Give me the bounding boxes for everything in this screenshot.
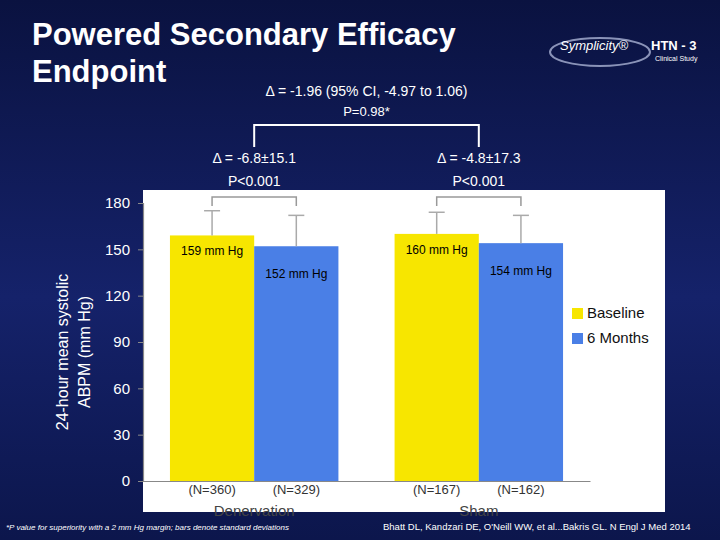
logo: Symplicity® HTN - 3 Clinical Study — [550, 38, 698, 66]
group-delta: Δ = -4.8±17.3 — [437, 150, 521, 166]
labels: 159 mm Hg (N=360) 160 mm Hg (N=167) 152 mm H… — [181, 243, 552, 497]
y-tick-mark — [138, 296, 143, 297]
y-axis: 0 30 60 90 120 150 180 — [105, 194, 144, 489]
n-label: (N=162) — [497, 482, 544, 497]
y-tick-label: 90 — [113, 333, 130, 350]
error-bar-cap — [513, 215, 529, 217]
footnote: *P value for superiority with a 2 mm Hg … — [6, 523, 289, 532]
overall-bracket — [254, 125, 479, 147]
bar — [395, 234, 479, 481]
group-p: P<0.001 — [453, 173, 506, 189]
error-bar-cap — [429, 212, 445, 214]
bar — [254, 246, 338, 481]
y-tick-mark — [138, 435, 143, 436]
error-bar-stem — [436, 212, 438, 234]
group-p: P<0.001 — [228, 173, 281, 189]
y-tick: 30 — [113, 426, 143, 443]
error-bar — [288, 215, 304, 246]
group-delta: Δ = -6.8±15.1 — [212, 150, 296, 166]
error-bar-cap — [288, 215, 304, 217]
plot-marks — [170, 211, 563, 481]
bar — [479, 243, 563, 481]
y-tick-mark — [138, 249, 143, 250]
logo-swoosh — [550, 38, 650, 66]
y-tick-label: 180 — [105, 194, 130, 211]
legend-item: 6 Months — [572, 329, 649, 346]
group-bracket — [212, 197, 296, 206]
overall-delta: Δ = -1.96 (95% CI, -4.97 to 1.06) — [266, 83, 468, 99]
y-tick: 150 — [105, 241, 143, 258]
n-label: (N=360) — [188, 482, 235, 497]
legend-label: 6 Months — [587, 329, 649, 346]
overall-p: P=0.98* — [343, 104, 390, 119]
source: Bhatt DL, Kandzari DE, O'Neill WW, et al… — [383, 521, 691, 532]
error-bar-stem — [520, 215, 522, 243]
logo-study: HTN - 3 — [651, 38, 697, 53]
error-bar — [513, 215, 529, 243]
legend: Baseline 6 Months — [572, 304, 649, 346]
y-tick-mark — [138, 342, 143, 343]
logo-brand: Symplicity® — [560, 38, 629, 53]
y-tick-label: 120 — [105, 287, 130, 304]
n-label: (N=329) — [273, 482, 320, 497]
y-tick-mark — [138, 388, 143, 389]
error-bar-stem — [211, 211, 213, 236]
data-label: 154 mm Hg — [490, 264, 552, 278]
y-tick-mark — [138, 481, 143, 482]
error-bar-cap — [204, 210, 220, 212]
y-tick: 60 — [113, 380, 143, 397]
legend-label: Baseline — [587, 304, 645, 321]
data-label: 152 mm Hg — [265, 267, 327, 281]
error-bar-stem — [296, 215, 298, 246]
y-axis-line — [138, 204, 144, 482]
y-tick-label: 150 — [105, 241, 130, 258]
data-label: 159 mm Hg — [181, 244, 243, 258]
y-tick: 120 — [105, 287, 143, 304]
x-tick: Sham — [459, 502, 498, 519]
error-bar — [429, 212, 445, 234]
y-tick: 90 — [113, 333, 143, 350]
x-tick-label: Sham — [459, 502, 498, 519]
x-tick-label: Denervation — [214, 502, 295, 519]
y-tick: 0 — [122, 472, 143, 489]
plot-background — [143, 190, 665, 512]
y-tick: 180 — [105, 194, 143, 211]
group-bracket — [437, 197, 521, 206]
legend-swatch — [572, 308, 583, 319]
y-tick-label: 30 — [113, 426, 130, 443]
y-tick-label: 60 — [113, 380, 130, 397]
background — [0, 0, 720, 540]
annotations: Δ = -6.8±15.1 P<0.001 Δ = -4.8±17.3 P<0.001… — [212, 83, 521, 206]
x-tick: Denervation — [214, 502, 295, 519]
logo-subtitle: Clinical Study — [655, 55, 698, 63]
y-tick-label: 0 — [122, 472, 130, 489]
x-axis: Denervation Sham — [144, 482, 591, 519]
y-tick-mark — [138, 203, 143, 204]
n-label: (N=167) — [413, 482, 460, 497]
y-axis-title: ABPM (mm Hg) — [76, 296, 93, 408]
y-axis-title: 24-hour mean systolic — [54, 274, 71, 431]
legend-swatch — [572, 333, 583, 344]
chart-title: Powered Secondary Efficacy Endpoint — [32, 16, 502, 90]
legend-item: Baseline — [572, 304, 645, 321]
bar — [170, 235, 254, 481]
error-bar — [204, 211, 220, 236]
data-label: 160 mm Hg — [406, 243, 468, 257]
